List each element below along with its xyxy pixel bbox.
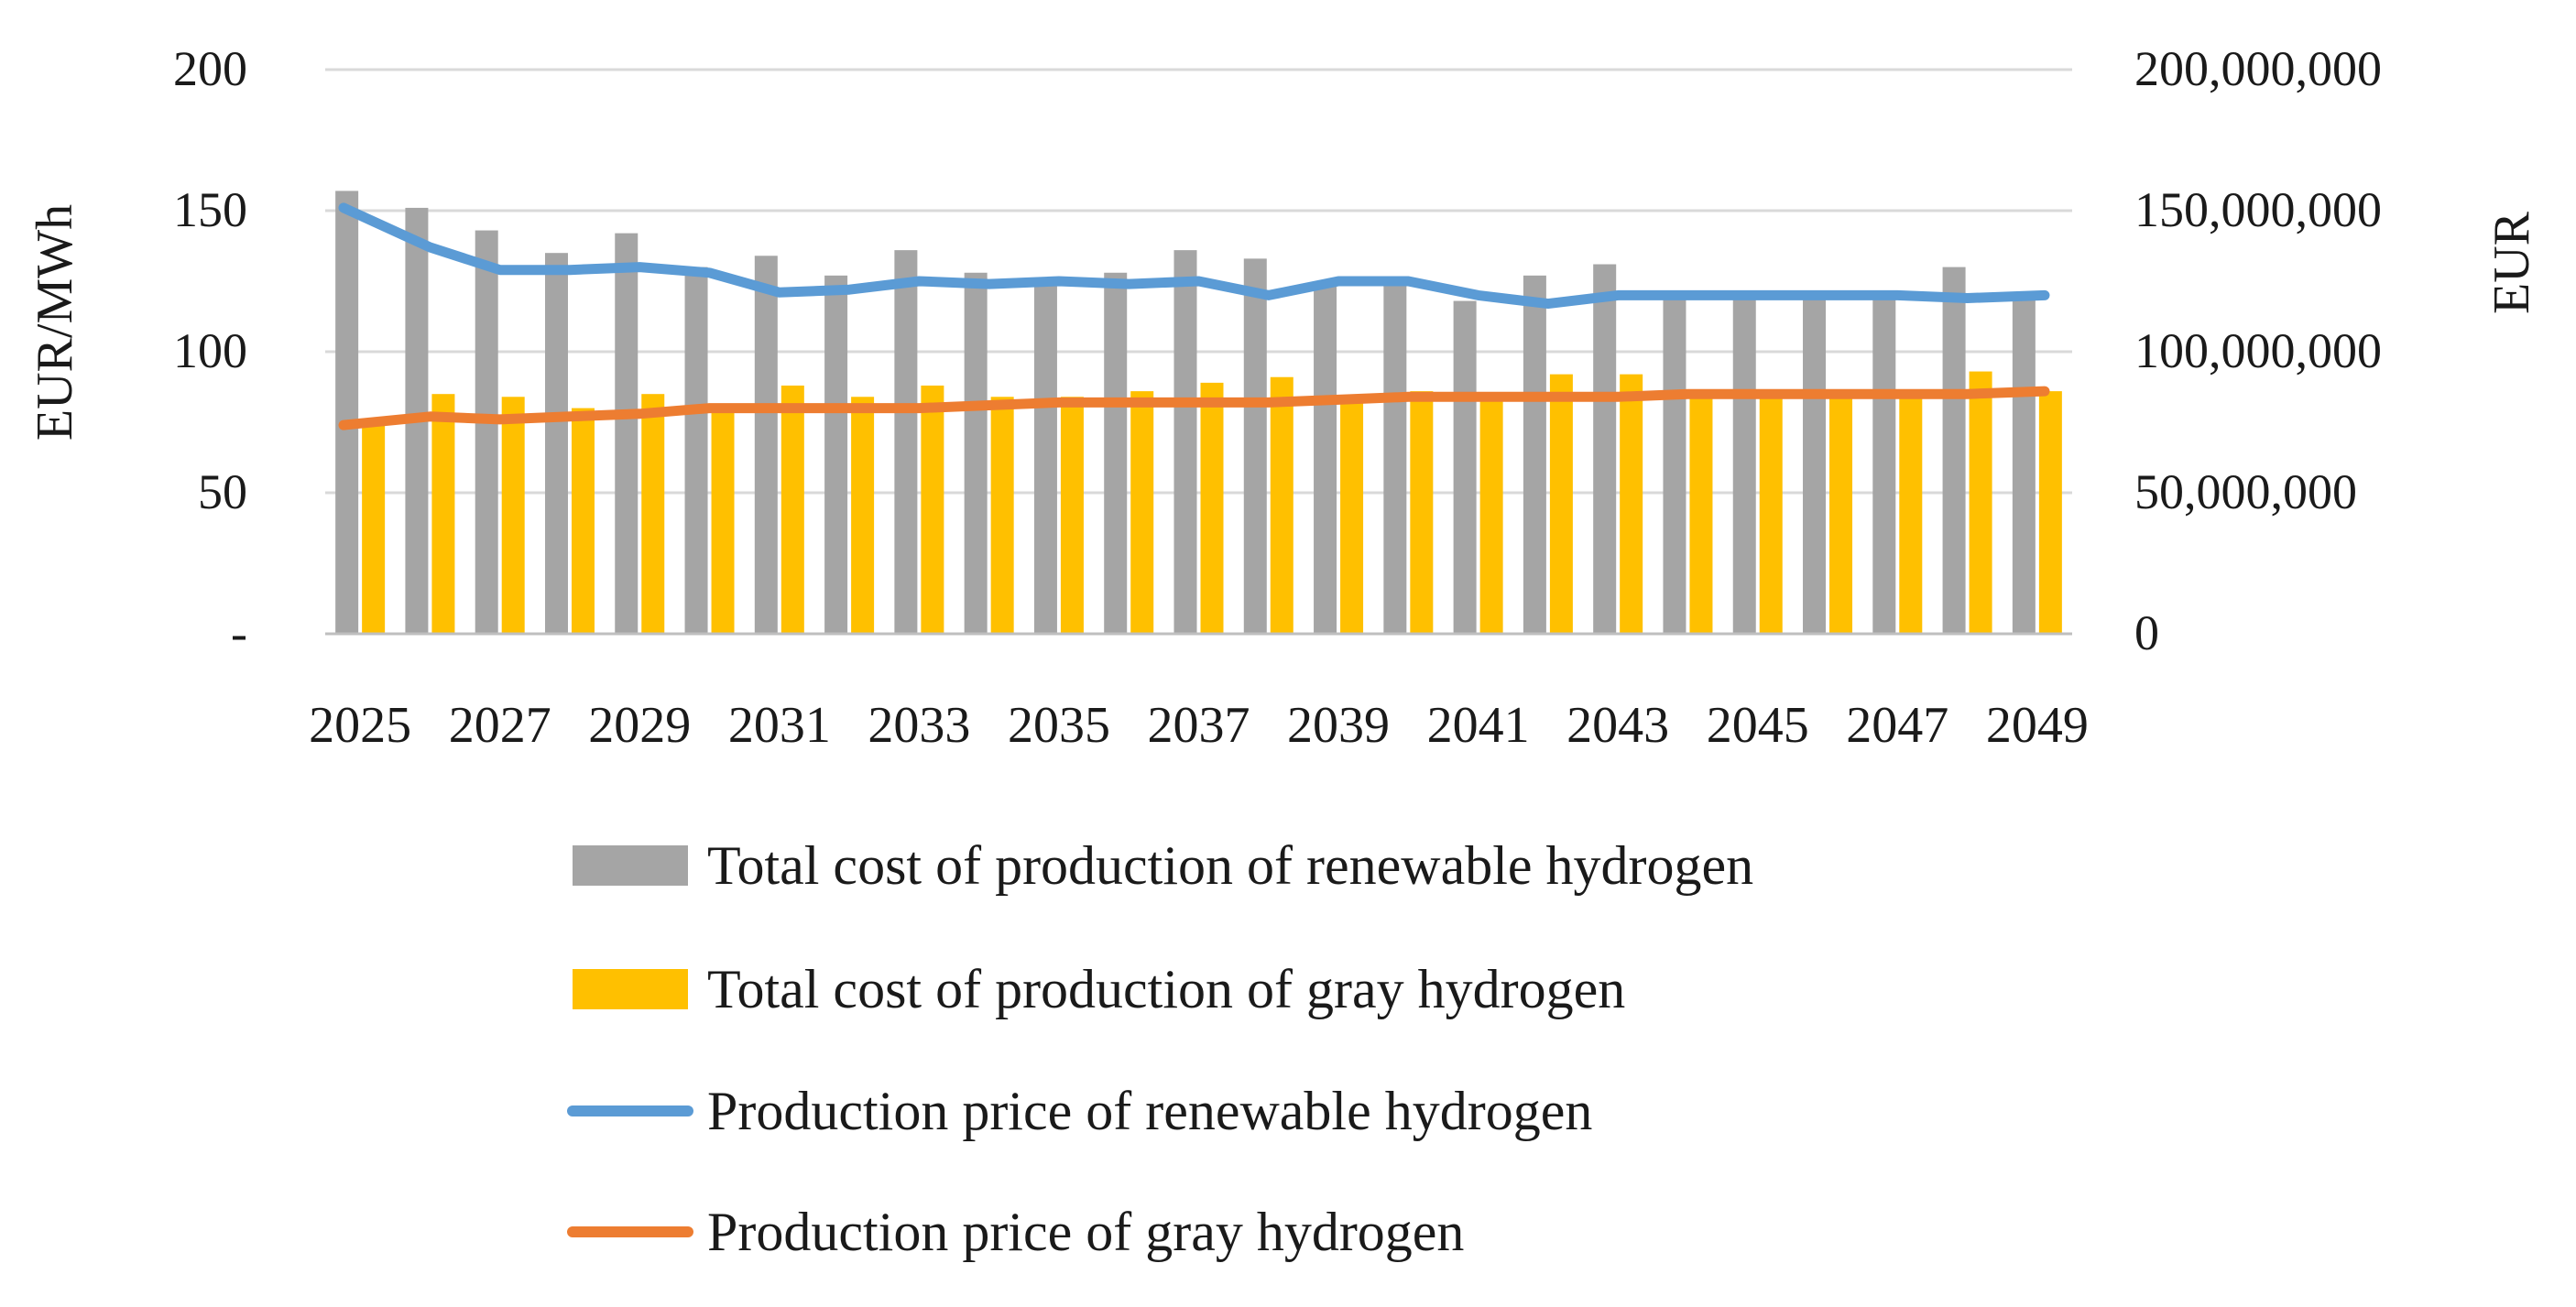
bar [964, 272, 988, 634]
line-gray-price [338, 386, 2050, 430]
bar [571, 408, 595, 634]
bar [894, 250, 918, 634]
bar [362, 422, 386, 634]
bar [1523, 275, 1546, 634]
left-axis-title: EUR/MWh [27, 204, 83, 441]
right-tick-label: 200,000,000 [2134, 41, 2382, 96]
bar [1410, 391, 1434, 634]
bar [990, 397, 1014, 634]
x-tick-label: 2049 [1986, 697, 2089, 754]
x-tick-label: 2027 [449, 697, 551, 754]
x-tick-label: 2033 [868, 697, 970, 754]
legend-item: Production price of renewable hydrogen [567, 1081, 1592, 1141]
legend-label: Production price of renewable hydrogen [707, 1081, 1592, 1141]
bar [1200, 382, 1224, 634]
right-tick-label: 150,000,000 [2134, 182, 2382, 237]
x-tick-label: 2043 [1566, 697, 1669, 754]
bar-series [335, 191, 2062, 635]
bar [544, 253, 568, 634]
legend: Total cost of production of renewable hy… [567, 835, 1753, 1262]
legend-item: Production price of gray hydrogen [567, 1202, 1464, 1262]
x-tick-label: 2025 [309, 697, 411, 754]
bar [1549, 374, 1573, 634]
left-tick-label: 200 [173, 41, 247, 96]
bar [1130, 391, 1154, 634]
bar [431, 394, 455, 634]
legend-swatch [573, 845, 688, 886]
legend-item: Total cost of production of renewable hy… [573, 835, 1753, 896]
x-tick-label: 2035 [1008, 697, 1110, 754]
x-tick-label: 2047 [1846, 697, 1948, 754]
left-tick-label: 50 [198, 464, 247, 519]
bar [1803, 298, 1827, 634]
bar [754, 256, 778, 634]
bar [1479, 397, 1503, 634]
bar [1732, 298, 1756, 634]
right-tick-label: 100,000,000 [2134, 323, 2382, 378]
x-tick-label: 2039 [1287, 697, 1390, 754]
right-tick-label: 0 [2134, 605, 2159, 660]
bar [851, 397, 875, 634]
bar [1060, 397, 1084, 634]
legend-swatch [573, 969, 688, 1009]
left-tick-label: 150 [173, 182, 247, 237]
legend-label: Total cost of production of renewable hy… [707, 835, 1753, 896]
bar [824, 275, 848, 634]
bar [335, 191, 359, 634]
bar [1759, 391, 1783, 634]
x-tick-label: 2029 [588, 697, 691, 754]
bar-series-gray-cost [362, 371, 2062, 634]
bar [1620, 374, 1643, 634]
bar [1270, 376, 1293, 634]
bar [1942, 267, 1966, 634]
bar [501, 397, 525, 634]
bar [615, 233, 639, 634]
bar [2012, 298, 2036, 634]
bar-series-renewable-cost [335, 191, 2036, 635]
tick-labels: - 50 100 150 200 0 50,000,000 100,000,000 150,00… [173, 41, 2382, 754]
x-tick-label: 2037 [1148, 697, 1250, 754]
legend-label: Production price of gray hydrogen [707, 1202, 1464, 1262]
bar [921, 385, 944, 634]
bar [711, 408, 735, 634]
left-tick-label: - [231, 605, 247, 660]
bar [1033, 284, 1057, 634]
right-axis-title: EUR [2483, 211, 2540, 314]
bar [1173, 250, 1197, 634]
bar [1969, 371, 1992, 634]
bar [641, 394, 665, 634]
bar [1314, 281, 1337, 634]
legend-item: Total cost of production of gray hydroge… [573, 959, 1625, 1019]
x-tick-label: 2041 [1427, 697, 1530, 754]
bar [1663, 298, 1686, 634]
bar [1829, 391, 1853, 634]
bar [1383, 284, 1407, 634]
left-tick-label: 100 [173, 323, 247, 378]
bar [1689, 391, 1713, 634]
bar [1899, 391, 1923, 634]
x-tick-label: 2045 [1707, 697, 1809, 754]
bar [780, 385, 804, 634]
line-series [338, 202, 2050, 430]
bar [1340, 397, 1364, 634]
bar [1243, 258, 1267, 634]
bar [1872, 298, 1896, 634]
right-tick-label: 50,000,000 [2134, 464, 2357, 519]
line-renewable-price [338, 202, 2050, 310]
bar [2038, 391, 2062, 634]
bar [684, 267, 708, 634]
bar [1104, 272, 1128, 634]
bar [1453, 300, 1477, 634]
bar [1593, 264, 1617, 634]
legend-label: Total cost of production of gray hydroge… [707, 959, 1625, 1019]
bar [475, 230, 498, 634]
x-tick-label: 2031 [728, 697, 831, 754]
